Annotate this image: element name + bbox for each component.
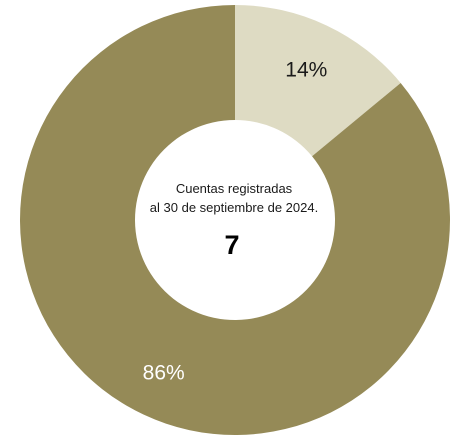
slice-label-2: 86%	[143, 362, 185, 385]
slice-label-1: 14%	[285, 58, 327, 81]
center-caption-line-2: al 30 de septiembre de 2024.	[150, 200, 318, 215]
center-total-value: 7	[224, 230, 239, 260]
slices-layer	[19, 5, 451, 435]
donut-slice-2	[19, 5, 451, 435]
donut-slice-1	[235, 5, 401, 157]
center-caption-line-1: Cuentas registradas	[176, 181, 293, 196]
slice-labels-layer: 14% 86%	[143, 58, 328, 384]
